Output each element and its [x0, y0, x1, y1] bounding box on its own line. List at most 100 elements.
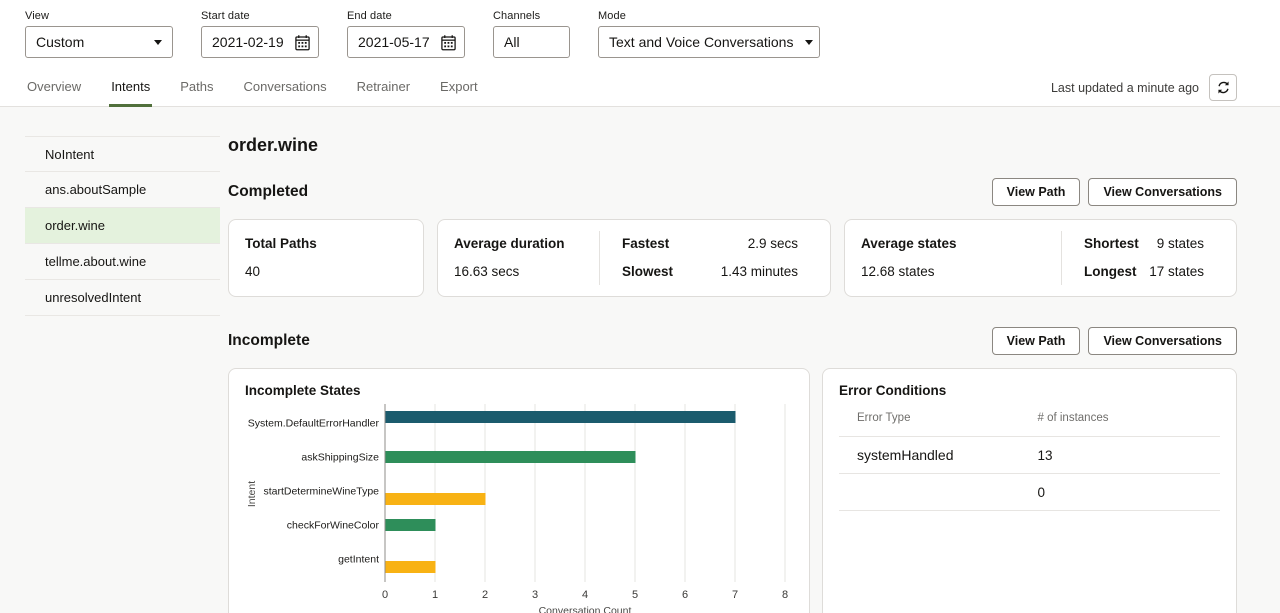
incomplete-states-title: Incomplete States: [245, 383, 793, 398]
table-row: systemHandled 13: [839, 437, 1220, 474]
view-select[interactable]: Custom: [25, 26, 173, 58]
mode-field-group: Mode Text and Voice Conversations: [598, 10, 820, 58]
sidebar-item-tellme-about-wine[interactable]: tellme.about.wine: [25, 244, 220, 280]
completed-heading: Completed: [228, 183, 308, 201]
end-date-field-group: End date 2021-05-17: [347, 10, 465, 58]
incomplete-states-panel: Incomplete States 012345678System.Defaul…: [228, 368, 810, 613]
view-select-value: Custom: [36, 34, 84, 50]
start-date-label: Start date: [201, 10, 319, 22]
sidebar-item-unresolvedintent[interactable]: unresolvedIntent: [25, 280, 220, 316]
completed-section-head: Completed View Path View Conversations: [228, 178, 1237, 206]
sidebar-item-label: unresolvedIntent: [45, 290, 141, 305]
calendar-icon[interactable]: [294, 34, 311, 51]
refresh-button[interactable]: [1209, 74, 1237, 101]
sidebar-item-label: order.wine: [45, 218, 105, 233]
content-area: NoIntent ans.aboutSample order.wine tell…: [0, 107, 1280, 613]
intent-sidebar: NoIntent ans.aboutSample order.wine tell…: [25, 107, 220, 605]
total-paths-value: 40: [245, 263, 317, 280]
shortest-label: Shortest: [1084, 235, 1139, 252]
incomplete-view-conversations-button[interactable]: View Conversations: [1088, 327, 1237, 355]
app-window: View Custom Start date 2021-02-19 End da…: [0, 0, 1280, 613]
tab-retrainer[interactable]: Retrainer: [355, 70, 412, 107]
average-states-label: Average states: [861, 235, 1043, 252]
svg-text:6: 6: [682, 589, 688, 601]
view-field-group: View Custom: [25, 10, 173, 58]
svg-text:startDetermineWineType: startDetermineWineType: [263, 486, 379, 498]
table-row: 0: [839, 474, 1220, 511]
instances-column-header: # of instances: [1038, 412, 1219, 424]
refresh-icon: [1216, 80, 1231, 95]
sidebar-item-label: NoIntent: [45, 147, 94, 162]
average-duration-value: 16.63 secs: [454, 263, 581, 280]
start-date-field-group: Start date 2021-02-19: [201, 10, 319, 58]
error-conditions-title: Error Conditions: [839, 383, 1220, 398]
start-date-input[interactable]: 2021-02-19: [201, 26, 319, 58]
svg-text:getIntent: getIntent: [338, 554, 379, 566]
svg-text:System.DefaultErrorHandler: System.DefaultErrorHandler: [248, 418, 380, 430]
calendar-icon[interactable]: [440, 34, 457, 51]
mode-select[interactable]: Text and Voice Conversations: [598, 26, 820, 58]
tab-export[interactable]: Export: [438, 70, 480, 107]
mode-label: Mode: [598, 10, 820, 22]
sidebar-item-nointent[interactable]: NoIntent: [25, 136, 220, 172]
tabs: Overview Intents Paths Conversations Ret…: [25, 70, 480, 106]
sidebar-item-ans-aboutsample[interactable]: ans.aboutSample: [25, 172, 220, 208]
svg-text:4: 4: [582, 589, 588, 601]
channels-value: All: [504, 34, 520, 50]
total-paths-label: Total Paths: [245, 235, 317, 252]
instances-cell: 0: [1038, 485, 1219, 500]
longest-value: 17 states: [1149, 263, 1220, 280]
error-table-header: Error Type # of instances: [839, 412, 1220, 437]
tab-overview[interactable]: Overview: [25, 70, 83, 107]
longest-label: Longest: [1084, 263, 1137, 280]
start-date-value: 2021-02-19: [212, 34, 284, 50]
svg-text:3: 3: [532, 589, 538, 601]
tab-conversations[interactable]: Conversations: [241, 70, 328, 107]
error-conditions-panel: Error Conditions Error Type # of instanc…: [822, 368, 1237, 613]
tab-bar-right: Last updated a minute ago: [1051, 74, 1237, 106]
slowest-value: 1.43 minutes: [721, 263, 814, 280]
sidebar-item-order-wine[interactable]: order.wine: [25, 208, 220, 244]
channels-label: Channels: [493, 10, 570, 22]
svg-text:1: 1: [432, 589, 438, 601]
completed-view-path-button[interactable]: View Path: [992, 178, 1081, 206]
shortest-value: 9 states: [1157, 235, 1220, 252]
mode-select-value: Text and Voice Conversations: [609, 34, 793, 50]
svg-text:askShippingSize: askShippingSize: [301, 452, 379, 464]
average-states-card: Average states 12.68 states Shortest 9 s…: [844, 219, 1237, 297]
slowest-label: Slowest: [622, 263, 673, 280]
incomplete-heading: Incomplete: [228, 332, 310, 350]
svg-text:Intent: Intent: [246, 481, 258, 507]
view-label: View: [25, 10, 173, 22]
channels-input[interactable]: All: [493, 26, 570, 58]
total-paths-card: Total Paths 40: [228, 219, 424, 297]
error-conditions-table: Error Type # of instances systemHandled …: [839, 412, 1220, 511]
svg-text:7: 7: [732, 589, 738, 601]
channels-field-group: Channels All: [493, 10, 570, 58]
svg-text:checkForWineColor: checkForWineColor: [287, 520, 380, 532]
average-duration-label: Average duration: [454, 235, 581, 252]
fastest-label: Fastest: [622, 235, 669, 252]
incomplete-section-head: Incomplete View Path View Conversations: [228, 327, 1237, 355]
main-panel: order.wine Completed View Path View Conv…: [220, 107, 1237, 605]
incomplete-view-path-button[interactable]: View Path: [992, 327, 1081, 355]
fastest-value: 2.9 secs: [748, 235, 814, 252]
svg-text:2: 2: [482, 589, 488, 601]
tab-paths[interactable]: Paths: [178, 70, 215, 107]
average-states-value: 12.68 states: [861, 263, 1043, 280]
svg-text:8: 8: [782, 589, 788, 601]
sidebar-item-label: tellme.about.wine: [45, 254, 146, 269]
tab-intents[interactable]: Intents: [109, 70, 152, 107]
completed-stats-row: Total Paths 40 Average duration 16.63 se…: [228, 219, 1237, 297]
tab-bar: Overview Intents Paths Conversations Ret…: [0, 70, 1280, 107]
end-date-value: 2021-05-17: [358, 34, 430, 50]
completed-view-conversations-button[interactable]: View Conversations: [1088, 178, 1237, 206]
error-type-column-header: Error Type: [857, 412, 1038, 424]
page-title: order.wine: [228, 135, 1237, 156]
incomplete-states-chart: 012345678System.DefaultErrorHandleraskSh…: [245, 402, 793, 613]
error-type-cell: systemHandled: [857, 447, 1038, 463]
svg-text:5: 5: [632, 589, 638, 601]
end-date-input[interactable]: 2021-05-17: [347, 26, 465, 58]
last-updated-text: Last updated a minute ago: [1051, 81, 1199, 95]
sidebar-item-label: ans.aboutSample: [45, 182, 146, 197]
